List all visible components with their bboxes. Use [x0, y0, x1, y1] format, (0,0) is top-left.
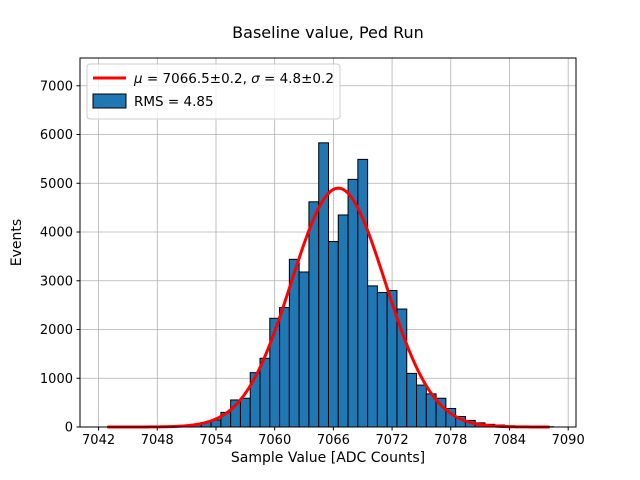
x-axis-label: Sample Value [ADC Counts] — [231, 450, 425, 466]
histogram-bar — [376, 291, 388, 428]
x-axis-ticks: 7042 7048 7054 7060 7066 7072 7078 7084 7090 — [82, 427, 585, 448]
x-tick-label: 7054 — [199, 433, 232, 448]
x-tick-label: 7048 — [141, 433, 174, 448]
y-axis-label: Events — [9, 219, 25, 266]
x-tick-label: 7042 — [82, 433, 115, 448]
histogram-bar — [239, 397, 251, 428]
histogram-bar — [396, 308, 408, 428]
legend-entry-label: RMS = 4.85 — [134, 94, 214, 110]
histogram-bar — [308, 201, 320, 428]
y-tick-label: 3000 — [40, 274, 73, 289]
y-tick-label: 6000 — [40, 128, 73, 143]
histogram-bar — [327, 241, 339, 428]
histogram-bar — [347, 178, 359, 428]
histogram-bar — [357, 158, 369, 428]
histogram-bar — [416, 384, 427, 428]
histogram-bar — [279, 307, 290, 428]
axes-frame — [79, 57, 577, 428]
histogram-bar — [337, 214, 349, 428]
histogram-bar — [367, 285, 378, 428]
x-tick-label: 7060 — [258, 433, 291, 448]
legend-entry-label: μ = 7066.5±0.2, σ = 4.8±0.2 — [133, 71, 334, 87]
gaussian-fit-curve — [106, 186, 551, 429]
y-tick-label: 4000 — [40, 226, 73, 241]
histogram-bar — [318, 142, 329, 428]
y-tick-label: 7000 — [40, 79, 73, 94]
x-tick-label: 7072 — [376, 433, 409, 448]
histogram-bar — [406, 372, 418, 428]
x-tick-label: 7084 — [493, 433, 526, 448]
y-axis-ticks: 0 1000 2000 3000 4000 5000 6000 7000 — [40, 79, 80, 436]
x-tick-label: 7066 — [317, 433, 350, 448]
chart-title: Baseline value, Ped Run — [232, 23, 424, 42]
legend: μ = 7066.5±0.2, σ = 4.8±0.2 RMS = 4.85 — [86, 63, 341, 120]
x-tick-label: 7090 — [552, 433, 585, 448]
y-tick-label: 5000 — [40, 177, 73, 192]
x-tick-label: 7078 — [434, 433, 467, 448]
histogram-bar — [259, 357, 271, 428]
y-tick-label: 0 — [65, 421, 73, 436]
histogram-bar — [298, 271, 310, 428]
histogram-bars — [132, 142, 554, 428]
legend-box — [86, 63, 341, 120]
legend-patch-sample — [92, 93, 127, 109]
y-tick-label: 1000 — [40, 372, 73, 387]
y-tick-label: 2000 — [40, 323, 73, 338]
